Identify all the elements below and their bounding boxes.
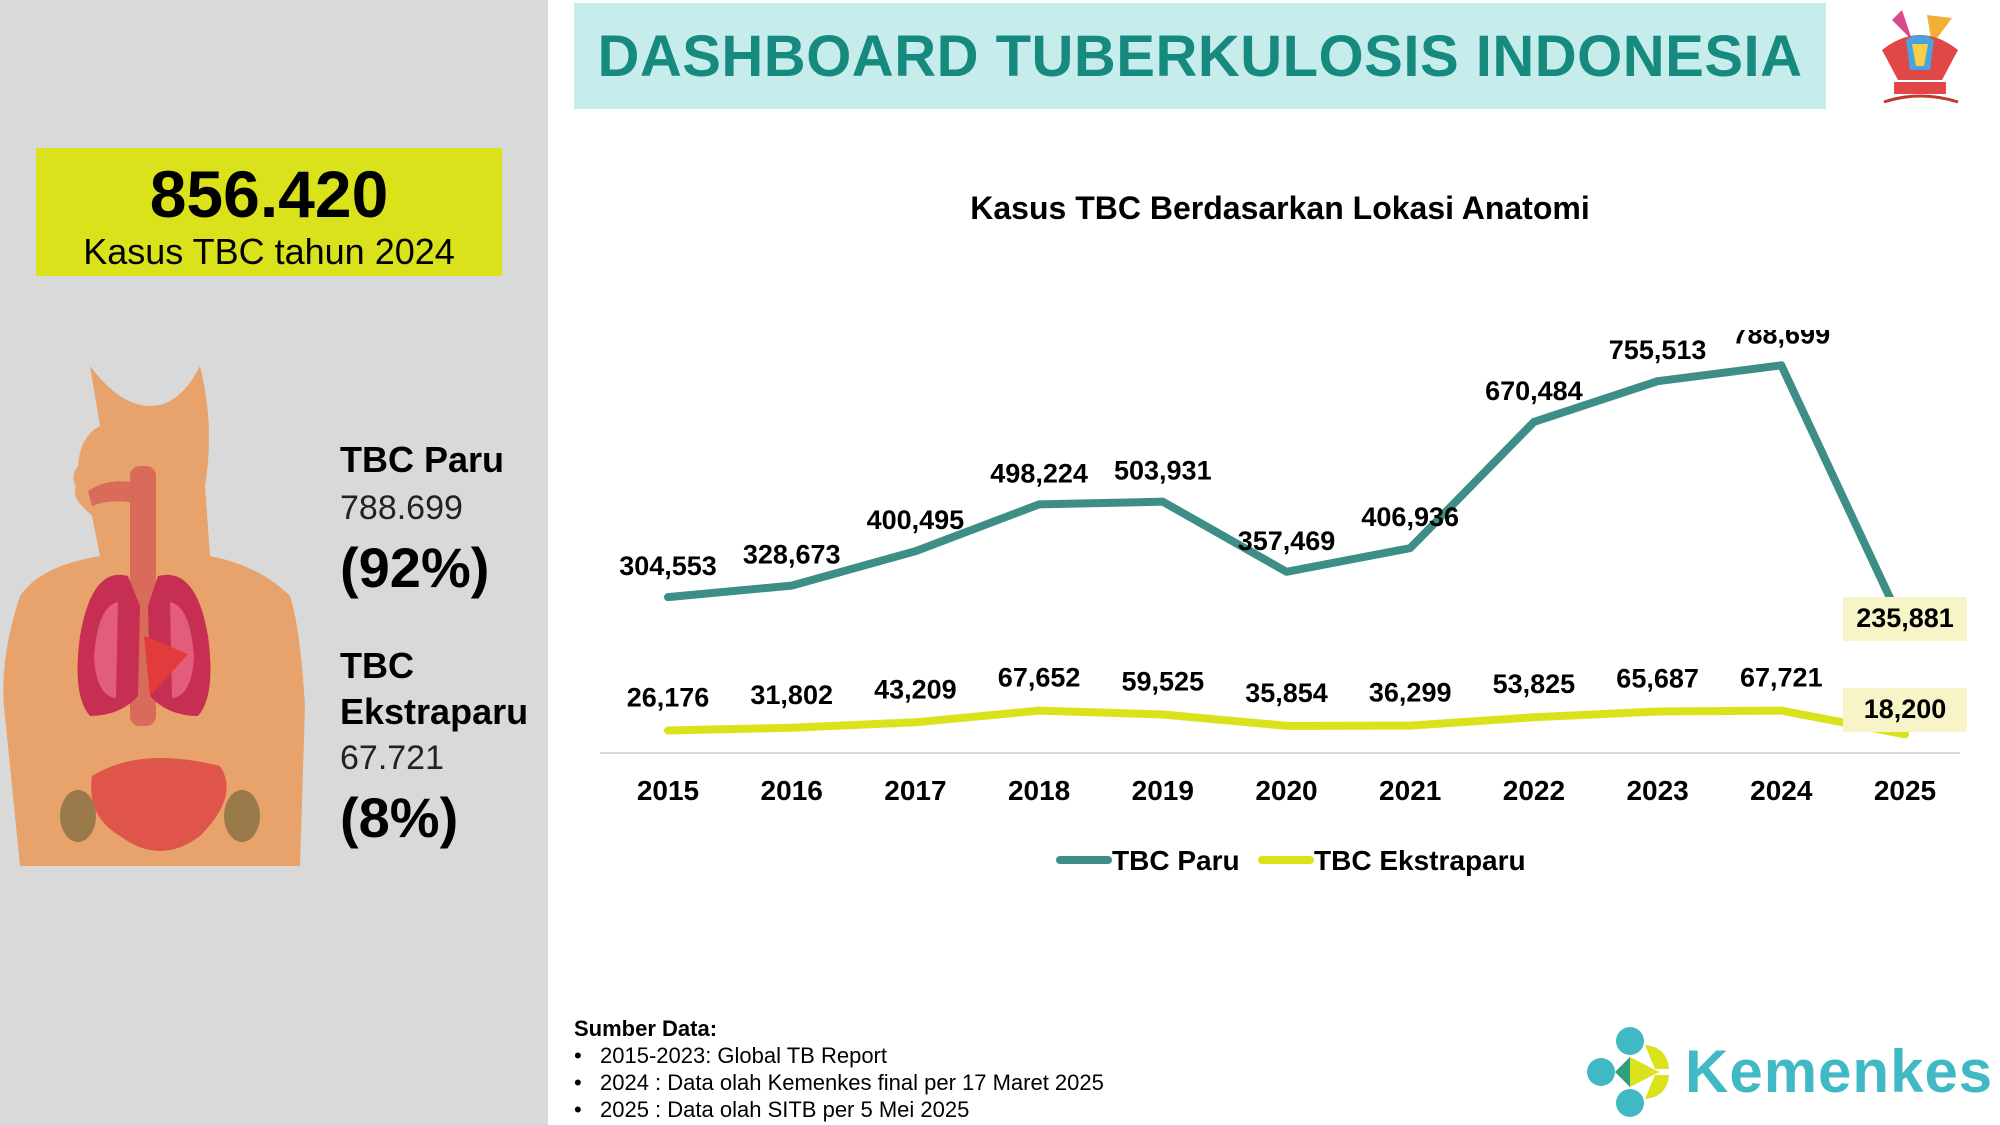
x-tick-label: 2022 (1503, 775, 1565, 806)
kemenkes-logo-text: Kemenkes (1685, 1038, 1994, 1105)
tbc-paru-value: 788.699 (340, 489, 463, 527)
data-label: 498,224 (990, 458, 1088, 488)
kemenkes-logo: Kemenkes (1585, 1025, 1992, 1120)
highlight-box (1843, 597, 1967, 641)
kemenkes-logo-mark (1587, 1027, 1669, 1117)
x-tick-label: 2016 (761, 775, 823, 806)
data-label: 406,936 (1361, 502, 1459, 532)
data-label: 18,200 (1864, 694, 1947, 724)
x-tick-label: 2024 (1750, 775, 1813, 806)
tbc-paru-title: TBC Paru (340, 439, 505, 480)
data-label: 59,525 (1122, 666, 1205, 696)
tbc-ekstraparu-title-line1: TBC (340, 645, 414, 686)
human-torso-lungs-icon (3, 366, 305, 866)
data-label: 755,513 (1609, 335, 1707, 365)
highlight-box (1843, 688, 1967, 732)
sources-title: Sumber Data: (574, 1016, 718, 1041)
series-line-tbc-paru (664, 361, 1909, 635)
data-label: 788,699 (1732, 330, 1830, 349)
source-item: 2024 : Data olah Kemenkes final per 17 M… (574, 1069, 1104, 1096)
dashboard-title: DASHBOARD TUBERKULOSIS INDONESIA (597, 23, 1803, 89)
tbc-paru-percent: (92%) (340, 536, 490, 599)
x-tick-label: 2017 (884, 775, 946, 806)
chart-title: Kasus TBC Berdasarkan Lokasi Anatomi (970, 190, 1590, 226)
left-summary-panel: 856.420 Kasus TBC tahun 2024 TBC Paru 78… (0, 0, 548, 1125)
sources-list: 2015-2023: Global TB Report 2024 : Data … (574, 1042, 1104, 1123)
data-label: 43,209 (874, 674, 957, 704)
data-label: 31,802 (750, 680, 833, 710)
tbc-ekstraparu-percent: (8%) (340, 786, 459, 849)
data-label: 35,854 (1245, 678, 1328, 708)
data-label: 65,687 (1616, 664, 1699, 694)
total-cases-label: Kasus TBC tahun 2024 (83, 231, 455, 272)
x-tick-label: 2025 (1874, 775, 1936, 806)
x-tick-label: 2023 (1626, 775, 1688, 806)
data-sources: Sumber Data: 2015-2023: Global TB Report… (574, 1015, 1104, 1123)
data-label: 67,652 (998, 663, 1081, 693)
data-label: 670,484 (1485, 376, 1583, 406)
total-cases-value: 856.420 (149, 157, 389, 231)
title-bar: DASHBOARD TUBERKULOSIS INDONESIA (574, 3, 1826, 109)
x-tick-label: 2021 (1379, 775, 1441, 806)
series-line-tbc-ekstraparu (664, 706, 1909, 739)
data-label: 67,721 (1740, 663, 1823, 693)
legend-label: TBC Ekstraparu (1314, 845, 1526, 876)
x-tick-label: 2018 (1008, 775, 1070, 806)
data-label: 235,881 (1856, 603, 1954, 633)
data-label: 328,673 (743, 540, 841, 570)
legend-label: TBC Paru (1112, 845, 1240, 876)
data-label: 53,825 (1493, 669, 1576, 699)
x-tick-label: 2015 (637, 775, 699, 806)
x-tick-label: 2019 (1132, 775, 1194, 806)
source-item: 2015-2023: Global TB Report (574, 1042, 1104, 1069)
data-label: 26,176 (627, 682, 710, 712)
x-tick-label: 2020 (1255, 775, 1317, 806)
data-label: 357,469 (1238, 526, 1336, 556)
line-chart: 304,553 328,673 400,495 498,224 503,931 357,4… (600, 330, 1967, 876)
total-cases-box: 856.420 Kasus TBC tahun 2024 (36, 148, 502, 276)
tbc-ekstraparu-value: 67.721 (340, 739, 444, 777)
data-label: 400,495 (867, 505, 965, 535)
data-label: 503,931 (1114, 456, 1212, 486)
source-item: 2025 : Data olah SITB per 5 Mei 2025 (574, 1096, 1104, 1123)
tbc-ekstraparu-title-line2: Ekstraparu (340, 691, 529, 732)
data-label: 304,553 (619, 551, 717, 581)
toss-tbc-logo (1882, 10, 1959, 104)
data-label: 36,299 (1369, 678, 1452, 708)
